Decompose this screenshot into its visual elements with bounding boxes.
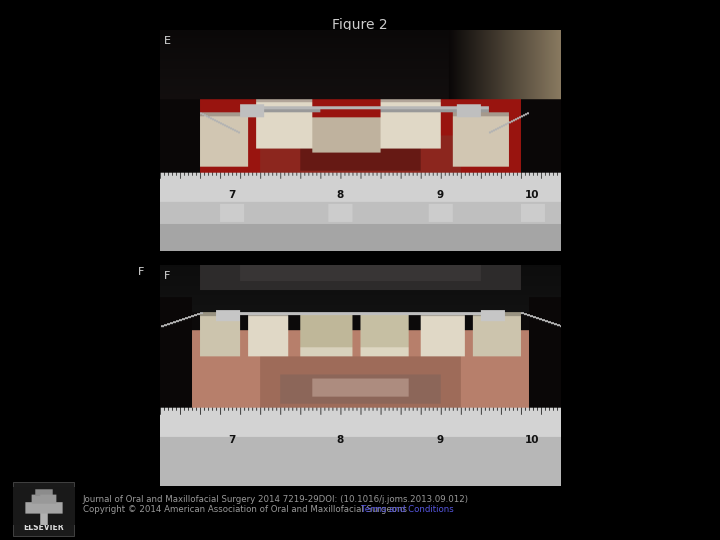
Text: Figure 2: Figure 2: [332, 18, 388, 32]
Text: E: E: [164, 36, 171, 46]
Text: ELSEVIER: ELSEVIER: [23, 523, 63, 532]
Text: Terms and Conditions: Terms and Conditions: [361, 505, 454, 514]
Text: 8: 8: [336, 190, 343, 200]
Text: 9: 9: [436, 435, 444, 444]
Text: F: F: [138, 267, 145, 278]
Text: 10: 10: [525, 435, 539, 444]
Text: 7: 7: [228, 190, 235, 200]
Text: 9: 9: [436, 190, 444, 200]
Text: Journal of Oral and Maxillofacial Surgery 2014 7219-29DOI: (10.1016/j.joms.2013.: Journal of Oral and Maxillofacial Surger…: [83, 495, 469, 504]
Text: Copyright © 2014 American Association of Oral and Maxillofacial Surgeons: Copyright © 2014 American Association of…: [83, 505, 410, 514]
Text: 7: 7: [228, 435, 235, 444]
Text: E: E: [163, 32, 170, 43]
Text: F: F: [164, 271, 170, 281]
Text: 10: 10: [525, 190, 539, 200]
Bar: [13, 482, 74, 536]
Text: 8: 8: [336, 435, 343, 444]
